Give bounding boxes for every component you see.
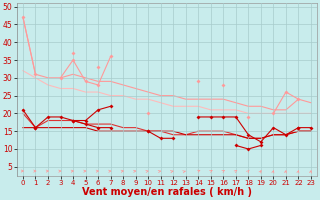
X-axis label: Vent moyen/en rafales ( km/h ): Vent moyen/en rafales ( km/h ) (82, 187, 252, 197)
